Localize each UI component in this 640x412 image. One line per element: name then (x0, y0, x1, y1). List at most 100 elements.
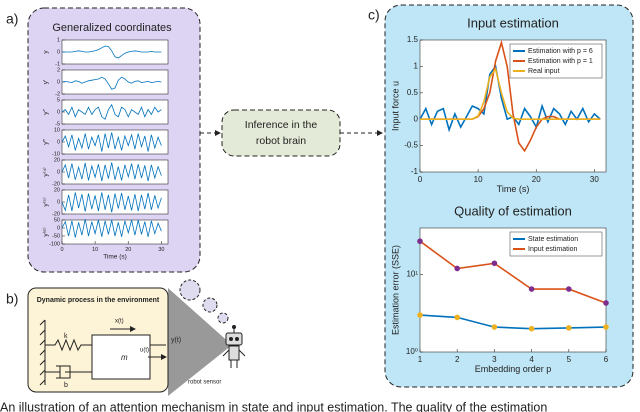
panel-label: a) (6, 11, 18, 27)
label-x: x(t) (115, 319, 124, 325)
legend-label: Real input (528, 68, 560, 75)
y-axis-label: y (43, 50, 50, 54)
marker (491, 324, 498, 330)
chart-title: Input estimation (467, 15, 559, 30)
x-tick-label: 3 (492, 355, 497, 364)
y-tick-label: 0 (414, 114, 419, 123)
marker (491, 260, 498, 267)
plot-area (61, 99, 169, 125)
y-axis-label: y⁽⁴⁾ (42, 167, 50, 177)
y-tick-label: -20 (52, 181, 60, 187)
marker (566, 325, 572, 331)
y-tick-label: 0.5 (407, 88, 419, 97)
y-tick-label: -20 (52, 211, 60, 217)
y-tick-label: -0.5 (404, 141, 418, 150)
y-axis-label: y″ (43, 109, 50, 115)
y-tick-label: -50 (52, 233, 60, 239)
y-tick-label: -100 (49, 241, 60, 247)
marker (417, 312, 423, 318)
plot-area (61, 69, 169, 95)
y-tick-label: 1 (57, 37, 60, 43)
x-tick-label: 6 (604, 355, 609, 364)
series-line (61, 219, 162, 238)
thought-bubbles (179, 279, 229, 324)
series-line (61, 103, 162, 120)
x-tick-label: 5 (567, 355, 572, 364)
label-b: b (64, 382, 68, 389)
y-axis-label: y′ (43, 79, 50, 84)
y-axis-label: y‴ (43, 139, 50, 145)
marker (417, 238, 423, 245)
label-k: k (64, 333, 68, 340)
x-tick-label: 2 (455, 355, 460, 364)
y-tick-label: 20 (54, 157, 60, 163)
chart-title: Quality of estimation (454, 203, 572, 218)
series-line (61, 76, 162, 90)
inference-text: robot brain (256, 135, 306, 147)
y-tick-label: 1.5 (407, 35, 419, 44)
x-tick-label: 0 (60, 247, 63, 253)
y-tick-label: -5 (55, 121, 60, 127)
plot-area (61, 39, 169, 65)
x-tick-label: 1 (418, 355, 423, 364)
y-tick-label: 0 (57, 79, 60, 85)
x-axis-label: Embedding order p (475, 364, 552, 374)
label-y: y(t) (171, 337, 181, 344)
sensor-label: robot sensor (188, 380, 221, 386)
panel-a-title: Generalized coordinates (52, 22, 172, 34)
x-tick-label: 0 (418, 175, 423, 184)
marker (454, 265, 461, 272)
robot-icon (222, 325, 246, 368)
mechanics (39, 319, 167, 386)
y-axis-label: y⁽⁶⁾ (42, 227, 50, 237)
y-tick-label: 0 (57, 139, 60, 145)
label-u: u(t) (140, 348, 149, 354)
series-line (419, 64, 601, 133)
panel-label: c) (368, 7, 380, 23)
x-tick-label: 30 (590, 175, 599, 184)
legend-label: State estimation (528, 236, 578, 243)
x-tick-label: 20 (125, 247, 131, 253)
y-tick-label: -1 (55, 61, 60, 67)
x-tick-label: 4 (529, 355, 534, 364)
inference-text: Inference in the (245, 119, 318, 131)
series-line (419, 314, 607, 330)
x-tick-label: 10 (92, 247, 98, 253)
y-axis-label: Input force u (390, 81, 400, 131)
caption: An illustration of an attention mechanis… (0, 400, 547, 412)
marker (566, 286, 572, 292)
y-tick-label: 2 (57, 67, 60, 73)
marker (454, 314, 461, 321)
y-tick-label: 50 (54, 217, 60, 223)
legend-box (509, 43, 603, 79)
legend-label: Input estimation (528, 246, 578, 253)
series-line (61, 132, 162, 152)
y-tick-label: 0 (57, 109, 60, 115)
y-axis-label: Estimation error (SSE) (390, 245, 400, 335)
y-tick-label: -1 (411, 167, 419, 176)
x-axis-label: Time (s) (497, 184, 530, 194)
panel-label: b) (6, 291, 18, 307)
marker (603, 324, 609, 330)
y-tick-label: -10 (52, 151, 60, 157)
y-tick-label: 5 (57, 97, 60, 103)
marker (528, 286, 535, 292)
y-tick-label: 0 (57, 49, 60, 55)
marker (603, 300, 609, 306)
panel-b-title: Dynamic process in the environment (37, 297, 160, 304)
y-tick-label: 0 (57, 199, 60, 205)
x-axis-label: Time (s) (103, 253, 127, 260)
series-line (420, 67, 601, 120)
y-tick-label: 0 (57, 225, 60, 231)
series-line (61, 192, 162, 213)
x-tick-label: 10 (474, 175, 483, 184)
sensor-cone (168, 288, 232, 396)
y-tick-label: 10⁰ (406, 347, 418, 356)
series-line (62, 45, 162, 59)
x-tick-label: 30 (158, 247, 164, 253)
legend-box (509, 231, 603, 257)
y-tick-label: 10¹ (406, 270, 418, 279)
series-line (419, 240, 607, 304)
y-tick-label: -2 (55, 91, 60, 97)
inference-box (221, 109, 341, 157)
